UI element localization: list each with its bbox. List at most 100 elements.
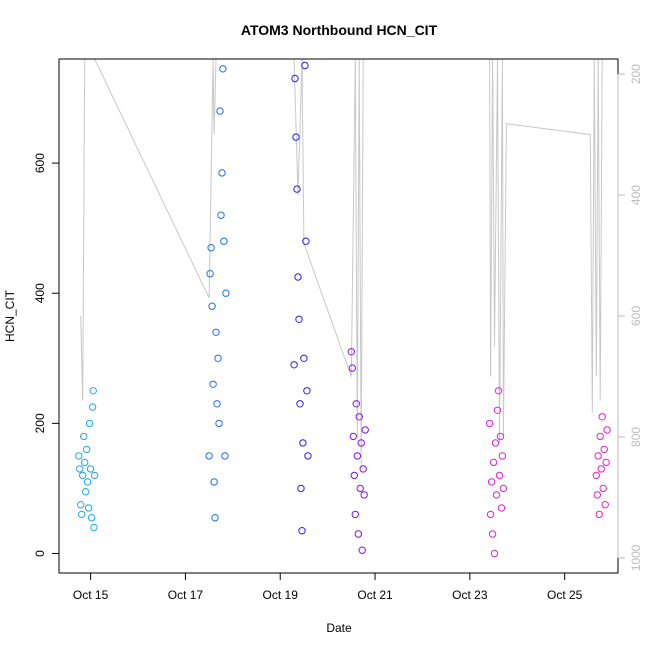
y2-tick-label: 600: [629, 306, 643, 326]
data-point: [205, 452, 213, 460]
data-point: [211, 514, 219, 522]
data-point: [217, 211, 225, 219]
data-point: [84, 504, 93, 512]
data-point: [599, 484, 607, 493]
data-point: [216, 107, 224, 115]
data-point: [492, 491, 501, 499]
data-point: [292, 133, 300, 141]
data-point: [290, 361, 298, 369]
y-axis: 0 200 400 600: [33, 153, 60, 557]
data-point: [490, 549, 499, 558]
data-point: [302, 237, 310, 245]
x-axis: Oct 15 Oct 17 Oct 19 Oct 21 Oct 23 Oct 25: [73, 572, 583, 602]
data-point: [493, 406, 502, 414]
x-tick-label: Oct 15: [73, 588, 109, 602]
data-point: [498, 452, 507, 460]
data-point: [291, 74, 299, 83]
data-point: [304, 452, 312, 460]
data-point: [485, 419, 494, 428]
data-point: [347, 348, 355, 356]
data-point: [487, 478, 496, 486]
y2-tick-label: 1000: [629, 544, 643, 571]
data-point: [600, 445, 608, 454]
data-point: [218, 169, 226, 177]
data-point: [83, 478, 92, 486]
data-point: [219, 65, 227, 73]
secondary-y-axis: 200 400 600 800 1000: [617, 64, 643, 571]
x-tick-label: Oct 23: [452, 588, 488, 602]
data-point: [78, 510, 86, 519]
data-point: [595, 510, 603, 519]
data-point: [220, 237, 228, 245]
data-point: [295, 315, 303, 323]
data-point: [357, 439, 365, 447]
y-tick-label: 200: [33, 413, 47, 433]
y-tick-label: 0: [33, 550, 47, 557]
data-point: [208, 302, 216, 310]
y2-tick-label: 800: [629, 427, 643, 447]
x-tick-label: Oct 17: [168, 588, 204, 602]
data-point: [90, 523, 98, 532]
data-point: [353, 452, 361, 460]
data-point: [206, 270, 214, 278]
data-point: [83, 445, 91, 454]
data-point: [494, 387, 503, 395]
x-tick-label: Oct 21: [357, 588, 393, 602]
data-point: [489, 458, 498, 467]
data-point: [497, 504, 506, 512]
data-point: [592, 471, 600, 480]
data-point: [293, 185, 301, 193]
data-point: [297, 484, 305, 493]
data-point: [499, 484, 508, 493]
data-point: [221, 452, 229, 460]
data-point: [300, 354, 308, 362]
secondary-line: [80, 59, 603, 468]
data-point: [359, 465, 367, 473]
data-point: [209, 380, 217, 388]
data-point: [354, 530, 362, 538]
data-point: [89, 387, 97, 395]
data-point: [352, 400, 360, 408]
points-layer: [75, 61, 611, 558]
data-point: [210, 478, 218, 486]
data-point: [213, 400, 221, 408]
data-point: [81, 458, 89, 467]
secondary-line-layer: [80, 59, 603, 468]
data-point: [88, 403, 97, 411]
data-point: [361, 426, 369, 434]
y-tick-label: 400: [33, 283, 47, 303]
data-point: [215, 419, 223, 428]
data-point: [488, 530, 497, 538]
data-point: [495, 471, 504, 480]
data-point: [491, 439, 500, 447]
data-point: [349, 432, 357, 441]
data-point: [77, 501, 85, 509]
data-point: [360, 491, 368, 499]
data-point: [294, 273, 302, 281]
data-point: [82, 488, 90, 496]
data-point: [214, 354, 222, 362]
data-point: [301, 61, 309, 70]
data-point: [596, 432, 604, 441]
data-point: [355, 413, 363, 421]
data-point: [358, 546, 366, 554]
data-point: [602, 458, 610, 467]
y-axis-label: HCN_CIT: [3, 289, 17, 342]
data-point: [597, 465, 605, 473]
data-point: [351, 510, 359, 519]
data-point: [486, 510, 495, 519]
data-point: [87, 514, 96, 522]
data-point: [356, 484, 364, 493]
data-point: [299, 439, 307, 447]
data-point: [303, 387, 311, 395]
data-point: [207, 244, 215, 252]
data-point: [593, 491, 601, 499]
x-tick-label: Oct 19: [263, 588, 299, 602]
data-point: [348, 364, 356, 372]
data-point: [80, 432, 88, 441]
data-point: [298, 527, 306, 535]
data-point: [594, 452, 602, 460]
chart-title: ATOM3 Northbound HCN_CIT: [241, 22, 438, 38]
data-point: [85, 419, 94, 428]
